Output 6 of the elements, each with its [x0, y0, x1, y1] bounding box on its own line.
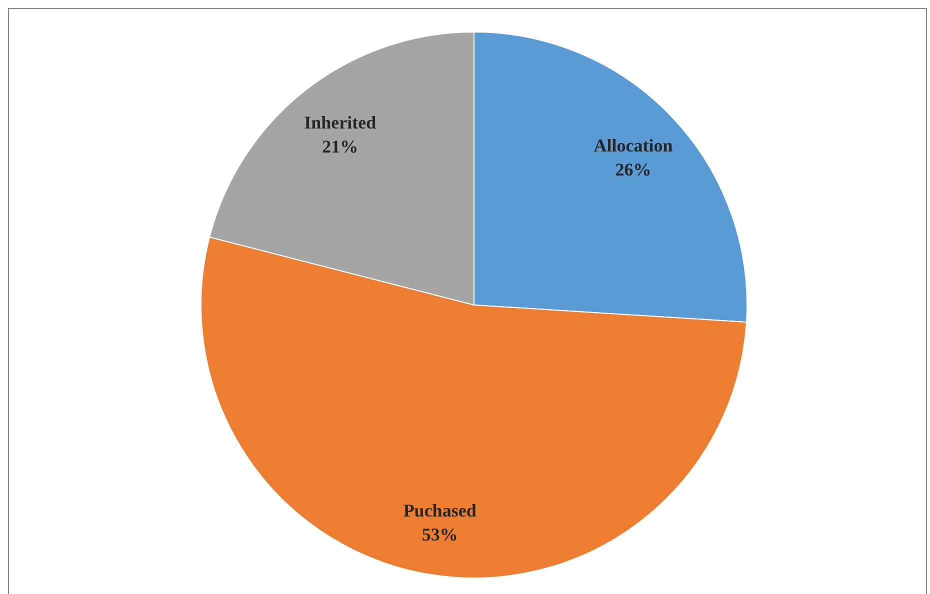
slice-label: Inherited	[304, 112, 376, 132]
slice-label: Puchased	[403, 500, 476, 521]
data-label: 21%	[322, 136, 358, 156]
data-label: 26%	[615, 159, 652, 180]
data-label: 53%	[422, 524, 458, 545]
slice-label: Allocation	[594, 135, 673, 156]
